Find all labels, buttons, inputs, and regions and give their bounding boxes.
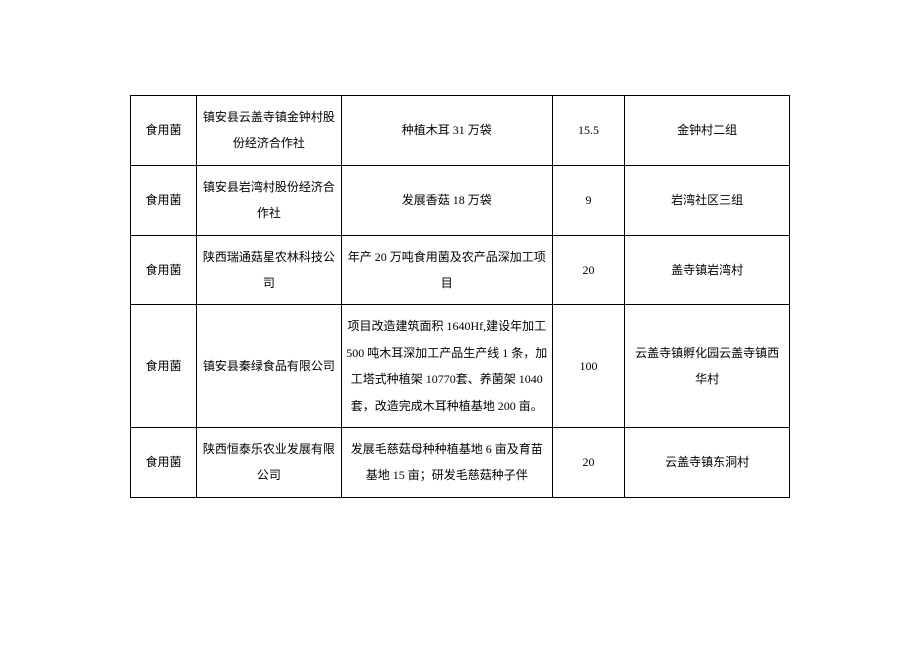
cell-description: 种植木耳 31 万袋 [341,96,552,166]
cell-company: 镇安县秦绿食品有限公司 [196,305,341,428]
cell-description: 发展香菇 18 万袋 [341,165,552,235]
cell-location: 盖寺镇岩湾村 [625,235,790,305]
cell-company: 陕西瑞通菇星农林科技公司 [196,235,341,305]
cell-description: 项目改造建筑面积 1640Hf,建设年加工 500 吨木耳深加工产品生产线 1 … [341,305,552,428]
cell-company: 镇安县云盖寺镇金钟村股份经济合作社 [196,96,341,166]
cell-category: 食用菌 [131,427,197,497]
cell-value: 100 [552,305,624,428]
table-row: 食用菌 陕西恒泰乐农业发展有限公司 发展毛慈菇母种种植基地 6 亩及育苗基地 1… [131,427,790,497]
cell-value: 15.5 [552,96,624,166]
cell-location: 云盖寺镇东洞村 [625,427,790,497]
table-row: 食用菌 陕西瑞通菇星农林科技公司 年产 20 万吨食用菌及农产品深加工项目 20… [131,235,790,305]
table-body: 食用菌 镇安县云盖寺镇金钟村股份经济合作社 种植木耳 31 万袋 15.5 金钟… [131,96,790,498]
cell-location: 云盖寺镇孵化园云盖寺镇西华村 [625,305,790,428]
cell-value: 20 [552,427,624,497]
cell-company: 陕西恒泰乐农业发展有限公司 [196,427,341,497]
cell-description: 发展毛慈菇母种种植基地 6 亩及育苗基地 15 亩；研发毛慈菇种子伴 [341,427,552,497]
cell-category: 食用菌 [131,165,197,235]
table-row: 食用菌 镇安县秦绿食品有限公司 项目改造建筑面积 1640Hf,建设年加工 50… [131,305,790,428]
cell-location: 岩湾社区三组 [625,165,790,235]
cell-company: 镇安县岩湾村股份经济合作社 [196,165,341,235]
cell-category: 食用菌 [131,305,197,428]
table-row: 食用菌 镇安县岩湾村股份经济合作社 发展香菇 18 万袋 9 岩湾社区三组 [131,165,790,235]
data-table: 食用菌 镇安县云盖寺镇金钟村股份经济合作社 种植木耳 31 万袋 15.5 金钟… [130,95,790,498]
table-row: 食用菌 镇安县云盖寺镇金钟村股份经济合作社 种植木耳 31 万袋 15.5 金钟… [131,96,790,166]
cell-category: 食用菌 [131,96,197,166]
cell-value: 9 [552,165,624,235]
cell-value: 20 [552,235,624,305]
cell-location: 金钟村二组 [625,96,790,166]
cell-category: 食用菌 [131,235,197,305]
cell-description: 年产 20 万吨食用菌及农产品深加工项目 [341,235,552,305]
